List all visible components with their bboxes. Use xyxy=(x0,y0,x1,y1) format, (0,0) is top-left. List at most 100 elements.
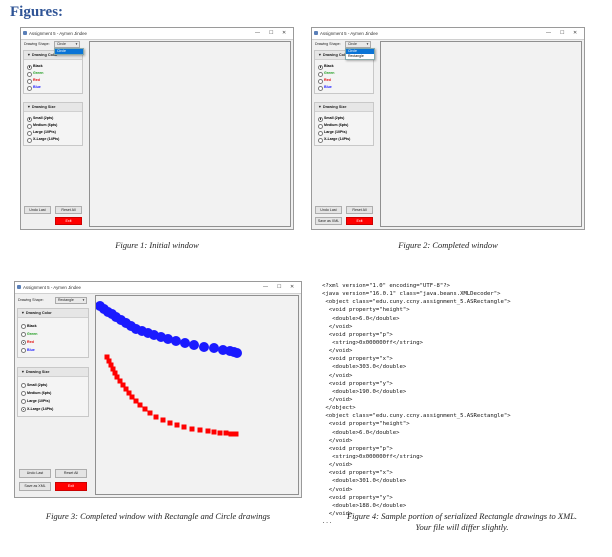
size-radio-xlarge[interactable]: X-Large (14Pts) xyxy=(18,405,88,413)
drawing-color-header[interactable]: ▼ Drawing Color xyxy=(24,51,82,60)
radio-icon xyxy=(21,399,26,404)
radio-icon xyxy=(27,78,32,84)
xml-line: <void property="x"> xyxy=(322,470,393,477)
title-bar: Assignment 5 - Aymen Jindee — ☐ ✕ xyxy=(312,28,584,40)
maximize-icon[interactable]: ☐ xyxy=(277,284,282,290)
xml-line: </void> xyxy=(322,510,353,517)
size-radio-large[interactable]: Large (10Pts) xyxy=(315,129,373,136)
undo-last-button[interactable]: Undo Last xyxy=(315,206,342,214)
xml-line: <double>6.0</double> xyxy=(322,315,400,322)
size-radio-small[interactable]: Small (2pts) xyxy=(24,115,82,122)
xml-line: </void> xyxy=(322,323,353,330)
close-icon[interactable]: ✕ xyxy=(290,284,295,290)
maximize-icon[interactable]: ☐ xyxy=(560,30,565,36)
minimize-icon[interactable]: — xyxy=(546,30,551,36)
control-sidebar: Drawing Shape: Circle ▼ Circle ▼ Drawing … xyxy=(21,39,85,229)
red-rectangle-shape xyxy=(205,428,211,434)
control-sidebar: Drawing Shape: Rectangle ▼ ▼ Drawing Colo… xyxy=(15,293,91,497)
size-radio-medium[interactable]: Medium (6pts) xyxy=(24,122,82,129)
shape-combo[interactable]: Circle ▼ xyxy=(54,41,80,48)
red-rectangle-shape xyxy=(137,402,143,408)
red-rectangle-shape xyxy=(153,414,159,420)
xml-line: <object class="edu.cuny.ccny.assignment_… xyxy=(322,413,511,420)
shape-option-circle[interactable]: Circle xyxy=(346,49,374,54)
reset-all-button[interactable]: Reset All xyxy=(55,206,82,214)
color-radio-red[interactable]: Red xyxy=(315,77,373,84)
red-rectangle-shape xyxy=(142,406,148,412)
color-radio-blue[interactable]: Blue xyxy=(18,346,88,354)
xml-line: <?xml version="1.0" encoding="UTF-8"?> xyxy=(322,283,450,289)
drawing-size-panel: ▼ Drawing Size Small (2pts) Medium (6pts… xyxy=(23,102,83,146)
color-radio-red[interactable]: Red xyxy=(18,338,88,346)
shape-option-circle[interactable]: Circle xyxy=(55,49,83,54)
shape-combo[interactable]: Rectangle ▼ xyxy=(55,297,87,304)
size-radio-xlarge[interactable]: X-Large (14Pts) xyxy=(24,136,82,143)
drawing-color-panel: ▼ Drawing Color Black Green Red Blue xyxy=(314,50,374,94)
close-icon[interactable]: ✕ xyxy=(573,30,578,36)
shape-combo[interactable]: Circle ▼ xyxy=(345,41,371,48)
color-radio-black[interactable]: Black xyxy=(18,322,88,330)
red-rectangle-shape xyxy=(112,370,118,376)
radio-icon xyxy=(318,85,323,91)
drawing-canvas[interactable] xyxy=(89,41,291,227)
color-radio-red[interactable]: Red xyxy=(24,77,82,84)
minimize-icon[interactable]: — xyxy=(255,30,260,36)
radio-icon xyxy=(21,391,26,396)
app-icon xyxy=(17,285,21,289)
radio-icon xyxy=(318,137,323,143)
drawing-size-header[interactable]: ▼ Drawing Size xyxy=(315,103,373,112)
close-icon[interactable]: ✕ xyxy=(282,30,287,36)
color-radio-black[interactable]: Black xyxy=(315,63,373,70)
exit-button[interactable]: Exit xyxy=(55,482,87,491)
undo-last-button[interactable]: Undo Last xyxy=(19,469,51,478)
exit-button[interactable]: Exit xyxy=(55,217,82,225)
color-radio-blue[interactable]: Blue xyxy=(315,84,373,91)
radio-icon xyxy=(21,407,26,412)
color-radio-blue[interactable]: Blue xyxy=(24,84,82,91)
xml-line: </void> xyxy=(322,462,353,469)
save-xml-button[interactable]: Save as XML xyxy=(19,482,51,491)
size-radio-medium[interactable]: Medium (6pts) xyxy=(18,389,88,397)
color-radio-black[interactable]: Black xyxy=(24,63,82,70)
exit-button[interactable]: Exit xyxy=(346,217,373,225)
xml-line: <string>0x000000ff</string> xyxy=(322,453,424,460)
save-xml-button[interactable]: Save as XML xyxy=(315,217,342,225)
drawing-color-header[interactable]: ▼ Drawing Color xyxy=(18,309,88,318)
size-radio-small[interactable]: Small (2pts) xyxy=(315,115,373,122)
radio-icon xyxy=(21,348,26,353)
maximize-icon[interactable]: ☐ xyxy=(269,30,274,36)
minimize-icon[interactable]: — xyxy=(263,284,268,290)
xml-line: <double>303.0</double> xyxy=(322,364,407,371)
color-radio-green[interactable]: Green xyxy=(315,70,373,77)
reset-all-button[interactable]: Reset All xyxy=(55,469,87,478)
drawing-shape-label: Drawing Shape: xyxy=(18,298,44,302)
figure-2-caption: Figure 2: Completed window xyxy=(398,240,498,250)
xml-line: </void> xyxy=(322,348,353,355)
radio-icon xyxy=(27,85,32,91)
xml-line: <void property="x"> xyxy=(322,356,393,363)
blue-circle-shape xyxy=(199,342,209,352)
shape-dropdown-list: Circle Rectangle xyxy=(345,48,375,60)
chevron-down-icon: ▼ xyxy=(82,298,85,302)
undo-last-button[interactable]: Undo Last xyxy=(24,206,51,214)
shape-option-rectangle[interactable]: Rectangle xyxy=(348,54,364,58)
shape-combo-value: Circle xyxy=(57,42,66,46)
drawing-color-header[interactable]: ▼ Drawing Color xyxy=(315,51,373,60)
size-radio-medium[interactable]: Medium (6pts) xyxy=(315,122,373,129)
red-rectangle-shape xyxy=(110,366,116,372)
reset-all-button[interactable]: Reset All xyxy=(346,206,373,214)
drawing-size-header[interactable]: ▼ Drawing Size xyxy=(18,368,88,377)
drawing-canvas[interactable] xyxy=(380,41,582,227)
size-radio-large[interactable]: Large (10Pts) xyxy=(24,129,82,136)
color-radio-green[interactable]: Green xyxy=(24,70,82,77)
size-radio-xlarge[interactable]: X-Large (14Pts) xyxy=(315,136,373,143)
xml-line: <void property="height"> xyxy=(322,421,410,428)
drawing-size-header[interactable]: ▼ Drawing Size xyxy=(24,103,82,112)
drawing-canvas[interactable] xyxy=(95,295,299,495)
size-radio-small[interactable]: Small (2pts) xyxy=(18,381,88,389)
color-radio-green[interactable]: Green xyxy=(18,330,88,338)
drawing-shape-label: Drawing Shape: xyxy=(24,42,50,46)
size-radio-large[interactable]: Large (10Pts) xyxy=(18,397,88,405)
red-rectangle-shape xyxy=(129,394,135,400)
red-rectangle-shape xyxy=(114,374,120,380)
